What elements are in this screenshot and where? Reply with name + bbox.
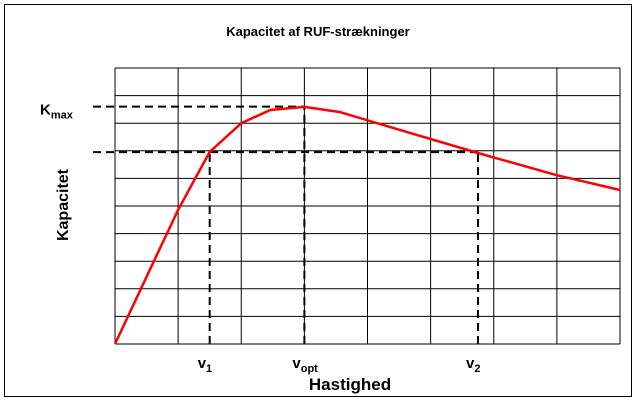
marker-label-sub: 1 bbox=[206, 363, 212, 375]
marker-label: vopt bbox=[292, 355, 318, 375]
marker-label-main: v bbox=[292, 355, 301, 372]
data-line bbox=[113, 105, 621, 345]
frame bbox=[4, 4, 632, 397]
marker-label-main: v bbox=[198, 355, 207, 372]
level-label-sub: max bbox=[51, 110, 74, 122]
marker-label: v1 bbox=[198, 355, 212, 375]
x-axis-label: Hastighed bbox=[309, 375, 391, 394]
marker-label: v2 bbox=[466, 355, 480, 375]
marker-label-sub: 2 bbox=[474, 363, 480, 375]
marker-label-sub: opt bbox=[301, 363, 318, 375]
chart-title: Kapacitet af RUF-strækninger bbox=[226, 24, 409, 39]
marker-label-main: v bbox=[466, 355, 475, 372]
level-label: Kmax bbox=[40, 102, 74, 122]
y-axis-label: Kapacitet bbox=[55, 168, 72, 241]
level-label-main: K bbox=[40, 102, 51, 119]
